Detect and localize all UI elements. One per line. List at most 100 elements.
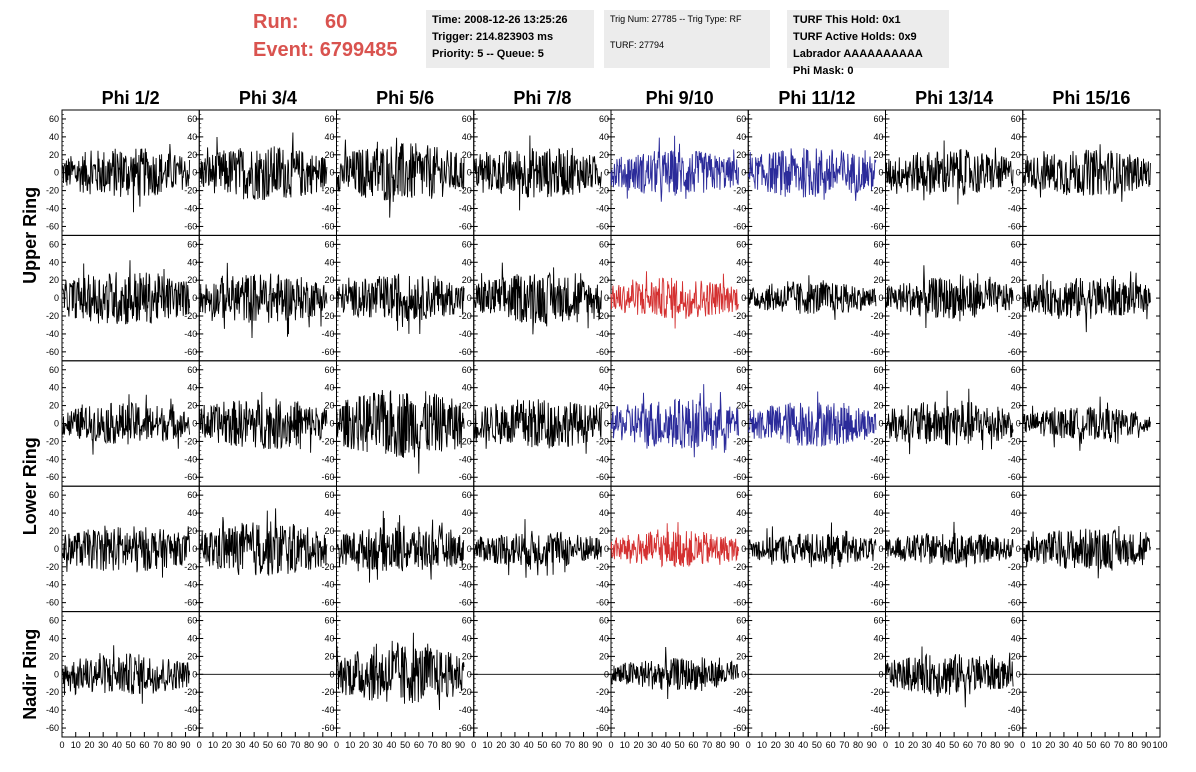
- y-tick-label: -20: [459, 311, 472, 321]
- y-tick-label: 20: [324, 275, 334, 285]
- waveform-trace: [1022, 144, 1151, 202]
- y-tick-label: 0: [54, 293, 59, 303]
- ring-label: Lower Ring: [20, 437, 40, 535]
- y-tick-label: -60: [321, 472, 334, 482]
- y-tick-label: -40: [459, 329, 472, 339]
- x-tick-label: 60: [826, 740, 836, 750]
- waveform-trace: [610, 522, 740, 568]
- y-tick-label: 20: [873, 150, 883, 160]
- x-tick-label: 80: [167, 740, 177, 750]
- x-tick-label: 0: [883, 740, 888, 750]
- x-tick-label: 30: [922, 740, 932, 750]
- time-trigger-box: Time: 2008-12-26 13:25:26 Trigger: 214.8…: [426, 10, 594, 68]
- x-tick-label: 50: [126, 740, 136, 750]
- x-tick-label: 50: [949, 740, 959, 750]
- y-tick-label: -40: [596, 705, 609, 715]
- x-tick-label: 40: [1073, 740, 1083, 750]
- x-tick-label: 90: [318, 740, 328, 750]
- waveform-trace: [885, 646, 1014, 708]
- turf-active-text: TURF Active Holds: 0x9: [793, 31, 917, 43]
- y-tick-label: -40: [46, 705, 59, 715]
- y-tick-label: 0: [329, 168, 334, 178]
- y-tick-label: 60: [736, 239, 746, 249]
- y-tick-label: 60: [187, 114, 197, 124]
- y-tick-label: 60: [49, 365, 59, 375]
- y-tick-label: 20: [187, 275, 197, 285]
- y-tick-label: -60: [870, 472, 883, 482]
- x-tick-label: 60: [414, 740, 424, 750]
- y-tick-label: -20: [46, 687, 59, 697]
- y-tick-label: 0: [1016, 669, 1021, 679]
- y-tick-label: 0: [1016, 293, 1021, 303]
- y-tick-label: -20: [321, 436, 334, 446]
- y-tick-label: 0: [329, 419, 334, 429]
- y-tick-label: 60: [49, 490, 59, 500]
- y-tick-label: -60: [321, 347, 334, 357]
- column-header: Phi 11/12: [778, 88, 855, 108]
- y-tick-label: -20: [459, 436, 472, 446]
- x-tick-label: 20: [359, 740, 369, 750]
- y-tick-label: 0: [1016, 544, 1021, 554]
- y-tick-label: -20: [184, 311, 197, 321]
- y-tick-label: 40: [873, 633, 883, 643]
- y-tick-label: -20: [321, 186, 334, 196]
- x-tick-label: 10: [482, 740, 492, 750]
- y-tick-label: -40: [1008, 454, 1021, 464]
- y-tick-label: 20: [1011, 526, 1021, 536]
- y-tick-label: 0: [467, 669, 472, 679]
- y-tick-label: -60: [46, 472, 59, 482]
- y-tick-label: 0: [1016, 419, 1021, 429]
- x-tick-label: 40: [524, 740, 534, 750]
- column-header: Phi 15/16: [1052, 88, 1130, 108]
- x-tick-label: 90: [1004, 740, 1014, 750]
- priority-text: Priority: 5 -- Queue: 5: [432, 48, 544, 60]
- y-tick-label: 40: [599, 257, 609, 267]
- waveform-trace: [61, 394, 191, 455]
- x-tick-label: 50: [263, 740, 273, 750]
- x-tick-label: 50: [1086, 740, 1096, 750]
- y-tick-label: -20: [733, 186, 746, 196]
- x-tick-label: 30: [373, 740, 383, 750]
- y-tick-label: 60: [736, 365, 746, 375]
- y-tick-label: -60: [46, 347, 59, 357]
- x-tick-label: 0: [59, 740, 64, 750]
- y-tick-label: 0: [878, 669, 883, 679]
- x-tick-label: 10: [894, 740, 904, 750]
- x-tick-label: 0: [197, 740, 202, 750]
- y-tick-label: -60: [596, 221, 609, 231]
- x-tick-label: 80: [853, 740, 863, 750]
- y-tick-label: -60: [733, 598, 746, 608]
- x-tick-label: 50: [812, 740, 822, 750]
- y-tick-label: -20: [596, 562, 609, 572]
- x-tick-label: 70: [1114, 740, 1124, 750]
- x-tick-label: 40: [249, 740, 259, 750]
- y-tick-label: -20: [733, 562, 746, 572]
- y-tick-label: 60: [462, 114, 472, 124]
- x-tick-label: 20: [222, 740, 232, 750]
- x-tick-label: 60: [688, 740, 698, 750]
- y-tick-label: 40: [599, 132, 609, 142]
- y-tick-label: 60: [599, 239, 609, 249]
- y-tick-label: -60: [596, 472, 609, 482]
- y-tick-label: 20: [1011, 150, 1021, 160]
- x-tick-label: 20: [1045, 740, 1055, 750]
- waveform-trace: [336, 632, 465, 711]
- y-tick-label: 0: [54, 544, 59, 554]
- y-tick-label: -40: [596, 329, 609, 339]
- y-tick-label: 0: [604, 544, 609, 554]
- turf-hold-box: TURF This Hold: 0x1 TURF Active Holds: 0…: [787, 10, 949, 77]
- y-tick-label: 20: [736, 275, 746, 285]
- y-tick-label: 0: [192, 168, 197, 178]
- ring-label: Nadir Ring: [20, 629, 40, 720]
- y-tick-label: -20: [596, 687, 609, 697]
- y-tick-label: -60: [733, 472, 746, 482]
- x-tick-label: 60: [551, 740, 561, 750]
- y-tick-label: 20: [1011, 651, 1021, 661]
- trigger-text: Trigger: 214.823903 ms: [432, 31, 554, 43]
- y-tick-label: -20: [46, 186, 59, 196]
- y-tick-label: 0: [604, 669, 609, 679]
- y-tick-label: 20: [736, 401, 746, 411]
- column-header: Phi 3/4: [239, 88, 297, 108]
- y-tick-label: -60: [596, 598, 609, 608]
- x-tick-label: 70: [290, 740, 300, 750]
